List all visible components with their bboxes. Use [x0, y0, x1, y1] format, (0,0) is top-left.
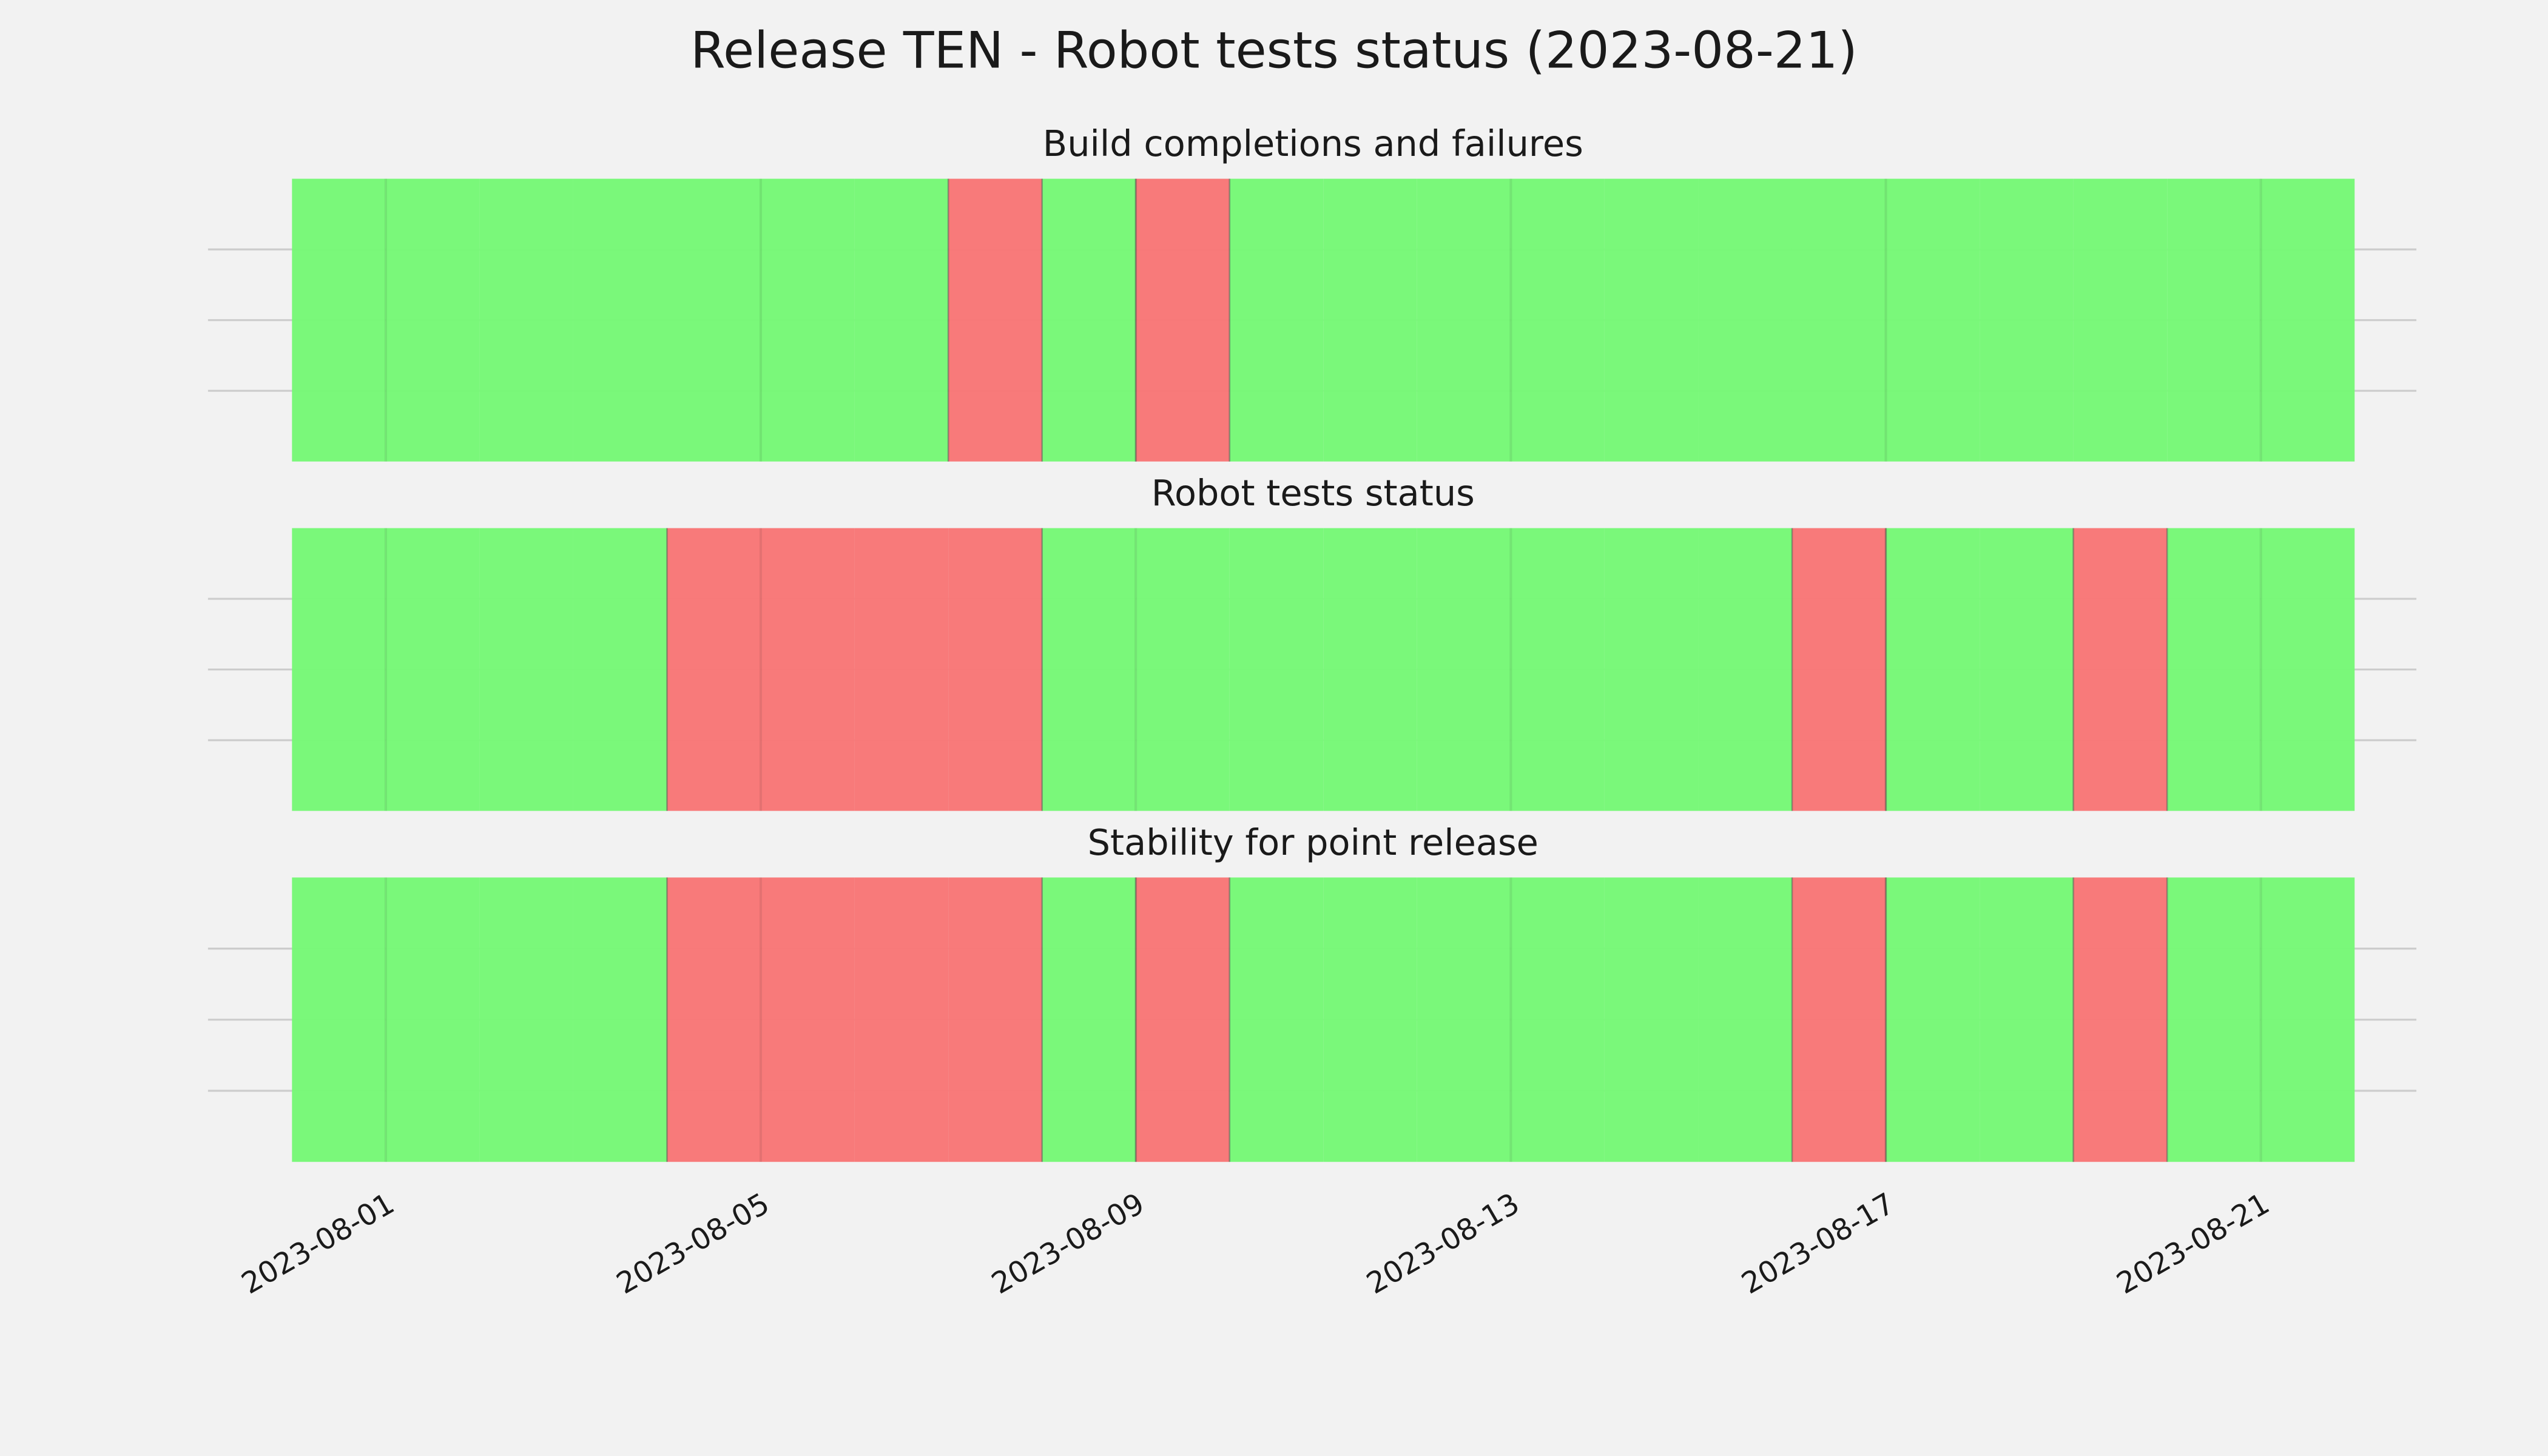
status-bar: [854, 528, 949, 811]
status-bar: [1511, 178, 1605, 462]
status-bar: [1886, 528, 1980, 811]
status-bar: [1511, 877, 1605, 1162]
subplot-title: Stability for point release: [1088, 821, 1539, 863]
status-bar: [1136, 877, 1230, 1162]
status-bar: [1042, 877, 1136, 1162]
status-bar: [1136, 178, 1230, 462]
x-tick-label: 2023-08-01: [236, 1187, 400, 1301]
status-bar: [761, 877, 855, 1162]
status-bar: [948, 178, 1042, 462]
status-bar: [948, 877, 1042, 1162]
status-bar: [573, 528, 667, 811]
x-tick-label: 2023-08-05: [611, 1187, 775, 1301]
status-bar: [667, 528, 761, 811]
status-bar: [2260, 178, 2355, 462]
status-bar: [1604, 877, 1699, 1162]
status-bar: [573, 877, 667, 1162]
status-bar: [1417, 877, 1511, 1162]
status-bar: [573, 178, 667, 462]
status-bar: [1042, 528, 1136, 811]
status-bar: [761, 528, 855, 811]
status-bar: [1604, 178, 1699, 462]
status-bar: [1791, 877, 1886, 1162]
status-bar: [761, 178, 855, 462]
x-tick-label: 2023-08-13: [1361, 1187, 1525, 1301]
status-bar: [667, 178, 761, 462]
status-bar: [2073, 178, 2168, 462]
status-bar: [1417, 528, 1511, 811]
x-tick-label: 2023-08-21: [2111, 1187, 2276, 1301]
status-bar: [1886, 178, 1980, 462]
status-bar: [1791, 528, 1886, 811]
status-bar: [479, 528, 573, 811]
status-bar: [292, 178, 386, 462]
chart-title: Release TEN - Robot tests status (2023-0…: [690, 21, 1858, 79]
status-bar: [1980, 877, 2074, 1162]
status-bar: [1886, 877, 1980, 1162]
status-bar: [1511, 528, 1605, 811]
status-bar: [2260, 877, 2355, 1162]
x-tick-label: 2023-08-17: [1736, 1187, 1901, 1301]
status-bar: [667, 877, 761, 1162]
status-bar: [292, 528, 386, 811]
status-bar: [1980, 178, 2074, 462]
status-bar: [2073, 877, 2168, 1162]
subplot-title: Build completions and failures: [1043, 123, 1583, 164]
status-bar: [1698, 877, 1792, 1162]
status-bar: [1323, 178, 1417, 462]
status-bar: [385, 178, 480, 462]
status-bar: [1136, 528, 1230, 811]
x-tick-label: 2023-08-09: [986, 1187, 1150, 1301]
status-bar: [1229, 877, 1324, 1162]
status-bar: [385, 528, 480, 811]
status-bar: [479, 877, 573, 1162]
status-bar: [2167, 528, 2261, 811]
status-bar: [2073, 528, 2168, 811]
status-bar: [1042, 178, 1136, 462]
status-bar: [1698, 528, 1792, 811]
status-bar: [292, 877, 386, 1162]
status-bar: [1417, 178, 1511, 462]
status-bar: [854, 178, 949, 462]
status-bar: [2167, 877, 2261, 1162]
status-bar: [1323, 877, 1417, 1162]
status-bar: [1229, 178, 1324, 462]
status-bar: [1980, 528, 2074, 811]
status-bar: [854, 877, 949, 1162]
status-bar: [1604, 528, 1699, 811]
status-bar: [948, 528, 1042, 811]
status-bar: [1323, 528, 1417, 811]
status-bar: [1791, 178, 1886, 462]
subplot-title: Robot tests status: [1151, 472, 1475, 514]
status-bar: [479, 178, 573, 462]
status-bar: [385, 877, 480, 1162]
status-bar: [1698, 178, 1792, 462]
status-bar: [1229, 528, 1324, 811]
status-bar: [2167, 178, 2261, 462]
status-bar: [2260, 528, 2355, 811]
